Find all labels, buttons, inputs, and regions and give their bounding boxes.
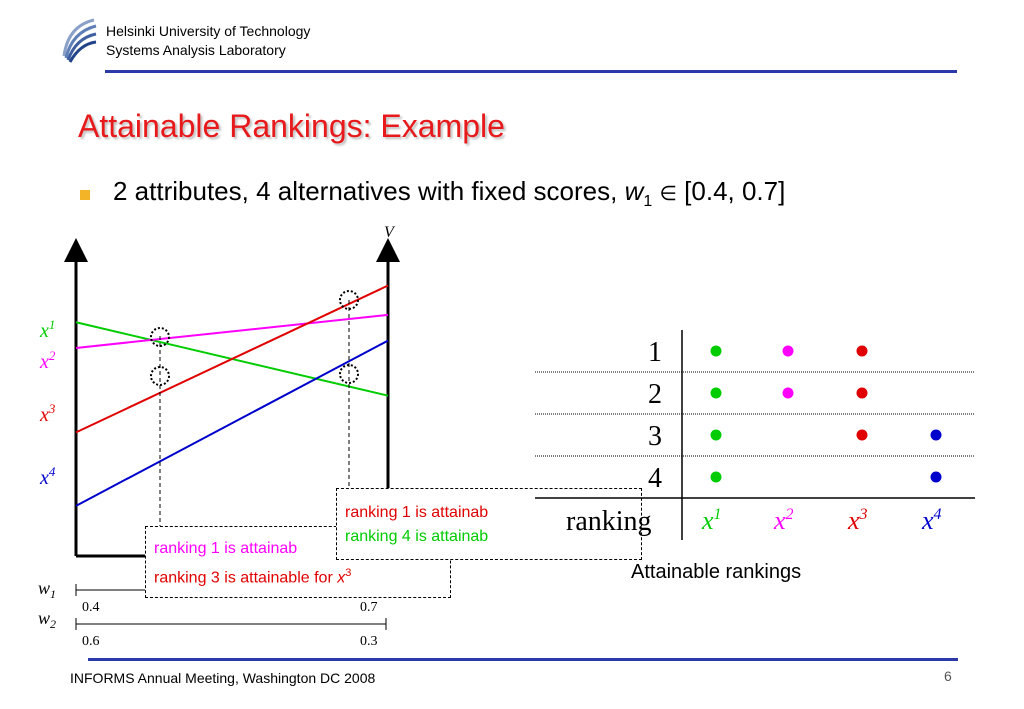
series-label-x4: x4 xyxy=(39,464,56,489)
table-row-label: 3 xyxy=(648,421,662,452)
table-col-label: x3 xyxy=(847,506,868,535)
series-label-x3: x3 xyxy=(39,401,56,426)
university-logo xyxy=(58,16,98,64)
bullet-square xyxy=(80,190,90,200)
w1-tick-left: 0.4 xyxy=(82,600,100,615)
callout-right-line2: ranking 4 is attainab xyxy=(345,528,489,545)
header-institution: Helsinki University of Technology xyxy=(106,23,311,39)
intersection-circle xyxy=(150,366,170,386)
bullet-sub: 1 xyxy=(643,193,653,211)
intersection-circle xyxy=(150,327,170,347)
v-axis-label: V xyxy=(384,224,396,241)
table-col-label: x4 xyxy=(921,506,942,535)
table-dot xyxy=(782,345,794,357)
table-dot xyxy=(782,387,794,399)
table-dot xyxy=(710,345,722,357)
w1-tick-right: 0.7 xyxy=(360,600,378,615)
bullet-var: w xyxy=(624,176,644,206)
series-label-x1: x1 xyxy=(39,317,55,342)
table-dot xyxy=(930,429,942,441)
table-dot xyxy=(930,471,942,483)
table-dot xyxy=(710,387,722,399)
callout-right: ranking 1 is attainab ranking 4 is attai… xyxy=(336,488,642,560)
table-caption: Attainable rankings xyxy=(631,561,802,583)
table-col-label: x2 xyxy=(773,506,794,535)
table-dot xyxy=(856,387,868,399)
header-rule xyxy=(105,70,957,73)
w2-tick-right: 0.3 xyxy=(360,634,378,649)
footer-rule xyxy=(88,658,958,661)
callout-left-line2: ranking 3 is attainable for x3 xyxy=(154,567,352,587)
intersection-circle xyxy=(339,290,359,310)
bullet-symbol: ∈ xyxy=(659,183,677,205)
footer-text: INFORMS Annual Meeting, Washington DC 20… xyxy=(70,670,376,686)
series-line-x4 xyxy=(75,339,389,507)
page-number: 6 xyxy=(944,668,952,684)
table-row-label: 2 xyxy=(648,379,662,410)
bullet-text: 2 attributes, 4 alternatives with fixed … xyxy=(113,176,785,211)
table-dot xyxy=(710,429,722,441)
bullet-range: [0.4, 0.7] xyxy=(684,176,786,206)
callout-left-line1: ranking 1 is attainab xyxy=(154,540,298,557)
table-row-label: 1 xyxy=(648,337,662,368)
table-dot xyxy=(710,471,722,483)
table-dot xyxy=(856,345,868,357)
series-line-x2 xyxy=(75,313,389,349)
w2-tick-left: 0.6 xyxy=(82,634,100,649)
intersection-circle xyxy=(339,364,359,384)
bullet-text-main: 2 attributes, 4 alternatives with fixed … xyxy=(113,176,625,206)
table-col-label: x1 xyxy=(701,506,722,535)
header-lab: Systems Analysis Laboratory xyxy=(106,42,286,58)
table-row-label: 4 xyxy=(648,463,662,494)
table-dot xyxy=(856,429,868,441)
page-title: Attainable Rankings: Example xyxy=(78,108,505,144)
series-label-x2: x2 xyxy=(39,348,56,373)
table-footer-label: ranking xyxy=(566,506,652,537)
series-line-x3 xyxy=(75,284,389,434)
w2-label: w2 xyxy=(38,608,56,631)
callout-right-line1: ranking 1 is attainab xyxy=(345,504,489,521)
ranking-table: 1 2 3 4 ranking x1 x2 x3 x4 xyxy=(535,330,975,540)
w1-label: w1 xyxy=(38,578,56,601)
